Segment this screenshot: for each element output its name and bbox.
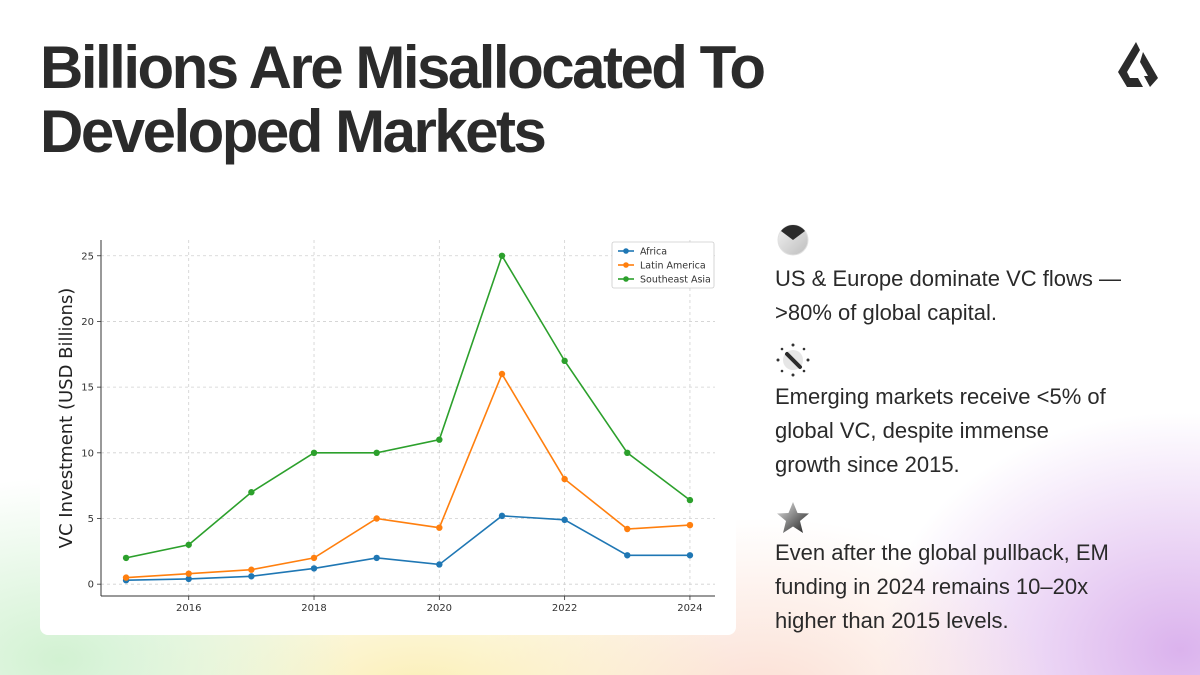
legend-marker-southeast-asia [623, 276, 629, 282]
point-2-line-2: global VC, despite immense [775, 418, 1049, 443]
data-point-southeast-asia [561, 357, 568, 365]
series-line-latin-america [126, 372, 690, 579]
data-point-latin-america [373, 515, 380, 522]
data-point-latin-america [436, 524, 443, 531]
point-3-line-1: Even after the global pullback, EM [775, 540, 1109, 565]
data-point-southeast-asia [498, 252, 506, 259]
data-point-africa [561, 516, 568, 524]
chart-card: 0 5 10 15 20 25 2016 2018 2020 2022 2024 VC Investm… [40, 212, 736, 635]
point-3-line-3: higher than 2015 levels. [775, 608, 1009, 633]
y-tick-label: 25 [81, 251, 94, 262]
pie-chart-icon [777, 224, 809, 256]
brand-logo-icon [1118, 42, 1158, 87]
data-point-africa [248, 573, 255, 580]
point-3-line-2: funding in 2024 remains 10–20x [775, 574, 1089, 599]
point-1-line-2: >80% of global capital. [775, 300, 997, 325]
data-point-southeast-asia [185, 541, 192, 548]
data-point-latin-america [122, 574, 130, 581]
x-tick-label: 2016 [176, 603, 201, 614]
data-point-africa [373, 554, 380, 562]
data-point-southeast-asia [436, 436, 443, 443]
y-tick-label: 20 [81, 317, 94, 328]
data-point-southeast-asia [248, 489, 255, 496]
data-point-southeast-asia [310, 449, 318, 457]
data-point-africa [686, 552, 694, 559]
data-point-latin-america [561, 475, 568, 483]
y-tick-label: 5 [88, 514, 94, 525]
legend-label-latin-america: Latin America [640, 261, 706, 272]
data-point-latin-america [185, 570, 192, 577]
data-point-africa [498, 512, 506, 520]
data-point-latin-america [686, 521, 694, 529]
y-tick-label: 10 [81, 448, 94, 459]
data-point-africa [436, 561, 443, 568]
line-chart: 0 5 10 15 20 25 2016 2018 2020 2022 2024 VC Investm… [56, 240, 715, 614]
series-line-southeast-asia [125, 253, 691, 559]
data-point-latin-america [310, 554, 318, 562]
x-tick-label: 2022 [552, 603, 577, 614]
data-point-africa [310, 565, 318, 572]
data-point-latin-america [248, 566, 255, 573]
data-point-africa [185, 575, 192, 583]
title-line-2: Developed Markets [40, 98, 547, 165]
data-point-southeast-asia [122, 554, 130, 562]
x-tick-label: 2018 [301, 603, 326, 614]
legend-marker-africa [623, 248, 629, 254]
legend-box [611, 241, 715, 289]
data-point-latin-america [624, 525, 631, 533]
point-1-text: US & Europe dominate VC flows — >80% of … [775, 262, 1175, 330]
legend-marker-latin-america [623, 262, 629, 268]
point-1-line-1: US & Europe dominate VC flows — [775, 266, 1122, 291]
data-point-latin-america [498, 370, 506, 378]
magic-wand-icon [776, 343, 810, 377]
x-tick-label: 2020 [427, 603, 452, 614]
point-2-text: Emerging markets receive <5% of global V… [775, 380, 1175, 482]
data-point-africa [624, 552, 631, 559]
data-point-southeast-asia [373, 449, 380, 457]
x-tick-label: 2024 [677, 603, 702, 614]
legend-label-africa: Africa [640, 247, 667, 258]
point-3-text: Even after the global pullback, EM fundi… [775, 536, 1175, 638]
series-line-africa [126, 515, 690, 582]
legend-label-southeast-asia: Southeast Asia [640, 275, 711, 286]
point-2-line-1: Emerging markets receive <5% of [775, 384, 1106, 409]
data-point-southeast-asia [624, 449, 631, 457]
y-axis-label: VC Investment (USD Billions) [56, 288, 77, 549]
page-title: Billions Are Misallocated To Developed M… [40, 34, 766, 165]
y-tick-label: 0 [88, 580, 94, 591]
data-point-southeast-asia [686, 496, 694, 504]
star-icon [777, 502, 809, 533]
title-line-1: Billions Are Misallocated To [40, 34, 766, 101]
point-2-line-3: growth since 2015. [775, 452, 960, 477]
y-tick-label: 15 [81, 383, 94, 394]
